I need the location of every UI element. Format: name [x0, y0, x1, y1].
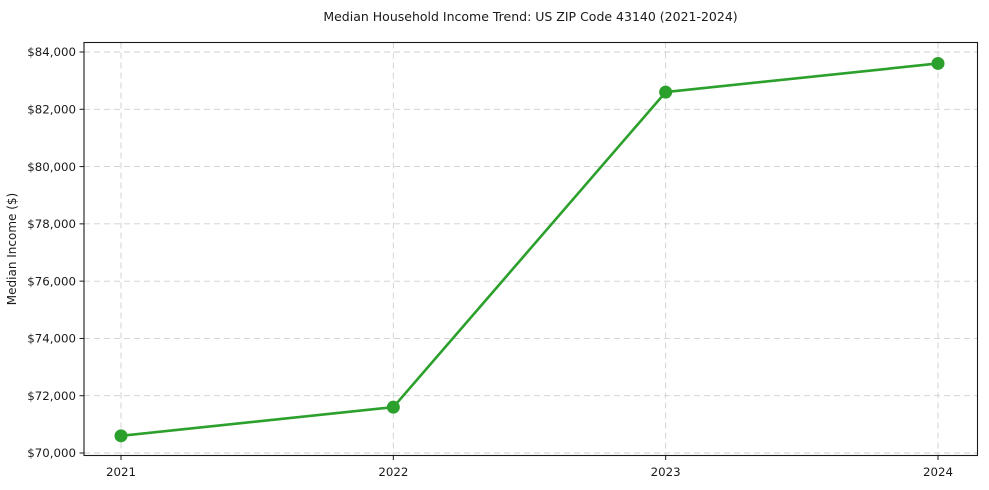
axes: $70,000 $72,000 $74,000 $76,000 $78,000 $80,0…: [27, 41, 979, 479]
data-point-marker: [114, 429, 128, 443]
y-tick-label: $82,000: [27, 102, 76, 116]
x-tick-label: 2023: [651, 465, 681, 479]
data-point-marker: [386, 400, 400, 414]
y-tick-label: $78,000: [27, 217, 76, 231]
y-tick-label: $74,000: [27, 332, 76, 346]
y-tick-label: $72,000: [27, 389, 76, 403]
x-tick-label: 2021: [106, 465, 136, 479]
y-axis-label: Median Income ($): [5, 193, 19, 305]
gridlines: [84, 42, 978, 456]
data-point-marker: [659, 85, 673, 99]
chart-title: Median Household Income Trend: US ZIP Co…: [323, 9, 737, 24]
x-tick-label: 2022: [378, 465, 408, 479]
x-tick-label: 2024: [923, 465, 953, 479]
trend-line: [119, 62, 940, 438]
income-series: [114, 56, 945, 443]
y-tick-label: $84,000: [27, 45, 76, 59]
y-tick-label: $80,000: [27, 160, 76, 174]
plot-border: [83, 41, 979, 457]
y-tick-label: $70,000: [27, 446, 76, 460]
y-tick-label: $76,000: [27, 274, 76, 288]
data-point-marker: [931, 56, 945, 70]
